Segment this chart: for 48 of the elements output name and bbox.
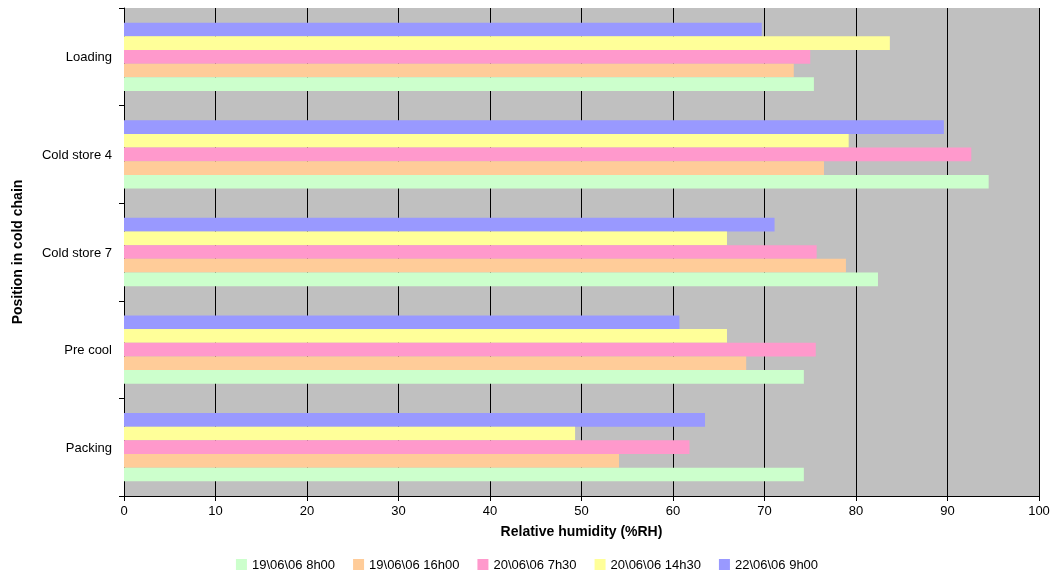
x-tick-label: 0: [120, 503, 128, 518]
x-tick-label: 90: [940, 503, 955, 518]
x-tick-label: 60: [665, 503, 681, 518]
y-tick-label: Packing: [65, 439, 112, 455]
bar: [124, 356, 747, 371]
bar: [124, 272, 878, 287]
x-tick-label: 40: [482, 503, 498, 518]
legend-label: 19\06\06 16h00: [369, 557, 460, 572]
bar: [124, 133, 849, 148]
x-tick-label: 70: [757, 503, 772, 518]
bar: [124, 174, 989, 189]
bar: [124, 120, 944, 134]
bar: [124, 63, 794, 78]
x-tick-label: 30: [391, 503, 406, 518]
bar: [124, 315, 680, 330]
x-tick-label: 50: [574, 503, 589, 518]
x-tick-label: 80: [848, 503, 864, 518]
x-tick-label: 20: [299, 503, 315, 518]
bar: [124, 454, 620, 468]
bar: [124, 36, 890, 50]
y-tick-label: Cold store 4: [41, 146, 112, 162]
legend-label: 22\06\06 9h00: [734, 557, 819, 572]
legend-label: 20\06\06 7h30: [493, 557, 577, 572]
bar: [124, 329, 727, 343]
x-axis-title: Relative humidity (%RH): [500, 523, 663, 539]
legend-label: 19\06\06 8h00: [251, 557, 336, 572]
bar: [124, 49, 811, 64]
x-tick-label: 100: [1028, 503, 1050, 518]
y-tick-label: Cold store 7: [41, 244, 112, 260]
bar: [124, 22, 762, 37]
bar: [124, 217, 775, 232]
bar: [124, 231, 727, 246]
bar: [124, 370, 804, 384]
bar: [124, 77, 814, 91]
bar: [124, 413, 706, 427]
bar: [124, 245, 817, 259]
bar: [124, 258, 846, 273]
bar: [124, 440, 690, 455]
bar: [124, 147, 972, 162]
y-tick-label: Pre cool: [64, 342, 113, 358]
bar: [124, 467, 804, 482]
bar: [124, 342, 816, 357]
x-tick-label: 10: [208, 503, 223, 518]
y-axis-title: Position in cold chain: [9, 179, 25, 325]
y-tick-label: Loading: [65, 49, 112, 65]
bar: [124, 161, 824, 175]
bar: [124, 426, 576, 441]
legend-label: 20\06\06 14h30: [610, 557, 701, 572]
